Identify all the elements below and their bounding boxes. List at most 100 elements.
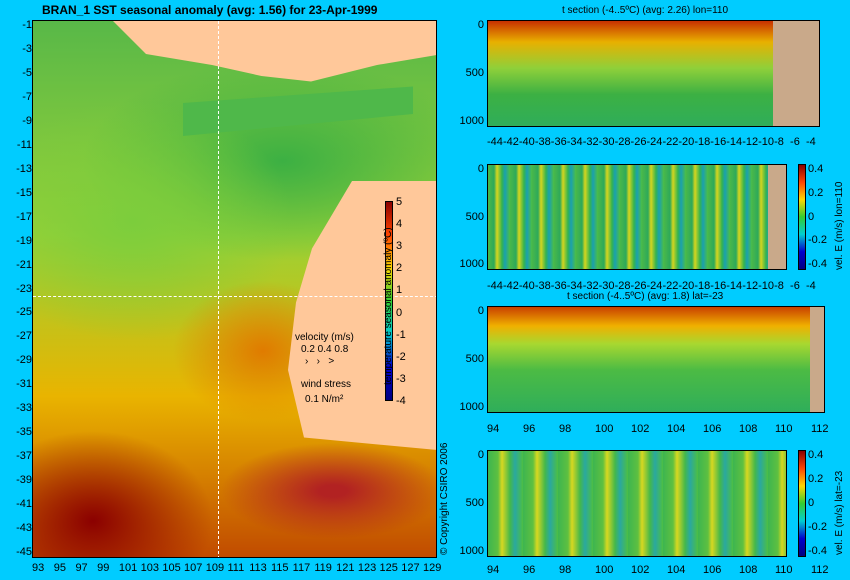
- p1-x-tick: -12: [742, 136, 759, 148]
- lat-tick: -35: [16, 426, 32, 439]
- p3-x-tick: 112: [811, 423, 829, 435]
- p1-x-tick: -38: [534, 136, 551, 148]
- lat-tick: -23: [16, 282, 32, 295]
- panel2-section[interactable]: [487, 164, 787, 270]
- p2-x-tick: -10: [758, 280, 775, 292]
- p4-depth-tick: 500: [465, 497, 484, 509]
- p2-x-tick: -36: [550, 280, 567, 292]
- lat-tick: -41: [16, 498, 32, 511]
- lon-tick: 129: [423, 562, 442, 574]
- p2-cbar-tick: -0.4: [808, 258, 827, 270]
- lon-tick: 95: [53, 562, 66, 574]
- lat-tick: -1: [22, 19, 32, 31]
- p4-cbar-tick: -0.2: [808, 521, 827, 533]
- panel2-xaxis: -44 -42 -40 -38 -36 -34 -32 -30 -28 -26 -24 -22 -20-…: [487, 281, 820, 293]
- p1-x-tick: -32: [582, 136, 599, 148]
- p4-x-tick: 94: [487, 564, 500, 576]
- p1-depth-tick: 500: [465, 67, 484, 79]
- p1-x-tick: -16: [710, 136, 727, 148]
- copyright: © Copyright CSIRO 2006: [439, 442, 450, 555]
- p3-x-tick: 106: [703, 423, 722, 435]
- p2-x-tick: -26: [630, 280, 647, 292]
- lat-tick: -45: [16, 546, 32, 558]
- velocity-arrows: › › >: [305, 356, 335, 367]
- lat-tick: -27: [16, 330, 32, 343]
- wind-label: wind stress: [301, 379, 352, 390]
- p2-x-tick: -18: [694, 280, 711, 292]
- p2-x-tick: -20: [678, 280, 695, 292]
- p2-x-tick: -4: [806, 280, 816, 292]
- p4-x-tick: 100: [595, 564, 614, 576]
- p1-depth-tick: 0: [477, 19, 484, 31]
- p2-x-tick: -12: [742, 280, 759, 292]
- p1-x-tick: -22: [662, 136, 679, 148]
- lat-tick: -7: [22, 90, 32, 103]
- lon-tick: 113: [249, 562, 267, 574]
- p3-x-tick: 104: [667, 423, 686, 435]
- crosshair-horizontal: [33, 296, 436, 297]
- lon-tick: 119: [314, 562, 332, 574]
- p1-depth-tick: 1000: [459, 115, 484, 127]
- p4-depth-tick: 1000: [459, 545, 484, 557]
- lat-tick: -3: [22, 42, 32, 55]
- colorbar-tick: 5: [396, 196, 403, 208]
- lon-tick: 101: [118, 562, 138, 574]
- p4-x-tick: 104: [667, 564, 686, 576]
- lat-tick: -39: [16, 474, 32, 487]
- p1-x-tick: -40: [518, 136, 535, 148]
- colorbar-label: temperature seasonal anomaly (ºC): [383, 227, 394, 385]
- p4-cbar-tick: -0.4: [808, 545, 827, 557]
- panel2-colorbar: [798, 164, 806, 270]
- panel3-section[interactable]: [487, 306, 825, 413]
- crosshair-vertical: [218, 21, 219, 557]
- panel4-cbar-label: vel. E (m/s) lat=-23: [834, 470, 845, 555]
- lon-axis: 93 95 97 99 101 103 105 107 109 111 113 115 117 119 12…: [32, 562, 441, 577]
- lon-tick: 121: [336, 562, 355, 574]
- lat-axis: -1 -3 -5 -7 -9 -11 -13 -15 -17 -19 -21 -23 -25 -27 -29…: [2, 20, 32, 558]
- panel1-section[interactable]: [487, 20, 820, 127]
- lat-tick: -25: [16, 306, 32, 319]
- panel4-colorbar: [798, 450, 806, 557]
- sst-map[interactable]: velocity (m/s) 0.2 0.4 0.8 › › > wind st…: [32, 20, 437, 558]
- lon-tick: 123: [357, 562, 377, 574]
- p3-depth-tick: 1000: [459, 401, 484, 413]
- panel3-title: t section (-4..5ºC) (avg: 1.8) lat=-23: [567, 291, 724, 302]
- panel1-xaxis: -44 -42 -40 -38 -36 -34 -32 -30 -28 -26 -24 -22 -20-…: [487, 137, 820, 149]
- p4-x-tick: 110: [775, 564, 793, 576]
- colorbar-tick: 2: [396, 262, 403, 275]
- p1-x-tick: -34: [566, 136, 583, 148]
- lon-tick: 117: [292, 562, 311, 574]
- p4-cbar-tick: 0: [808, 497, 815, 509]
- p4-depth-tick: 0: [477, 449, 484, 461]
- p3-depth-tick: 0: [477, 305, 484, 317]
- p3-x-tick: 98: [559, 423, 572, 435]
- colorbar-tick: 4: [396, 218, 403, 231]
- p2-x-tick: -40: [518, 280, 535, 292]
- p3-x-tick: 108: [739, 423, 758, 435]
- p2-x-tick: -44: [487, 280, 503, 292]
- lon-tick: 93: [32, 562, 45, 574]
- p2-x-tick: -28: [614, 280, 631, 292]
- lat-tick: -29: [16, 354, 32, 367]
- panel3-xaxis: 94 96 98 100 102 104 106 108 110 112: [487, 423, 829, 436]
- panel1-title: t section (-4..5ºC) (avg: 2.26) lon=110: [562, 5, 729, 16]
- p2-x-tick: -34: [566, 280, 583, 292]
- lon-tick: 127: [401, 562, 420, 574]
- colorbar-tick: -2: [396, 350, 406, 363]
- lat-tick: -33: [16, 402, 32, 415]
- panel4-xaxis: 94 96 98 100 102 104 106 108 110 112: [487, 564, 829, 577]
- p3-x-tick: 100: [595, 423, 614, 435]
- p1-x-tick: -10: [758, 136, 775, 148]
- panel4-colorbar-ticks: 0.4 0.2 0 -0.2 -0.4: [808, 450, 830, 557]
- p2-depth-tick: 500: [465, 210, 484, 223]
- lon-tick: 99: [97, 562, 110, 574]
- p2-x-tick: -8: [774, 280, 784, 292]
- p4-x-tick: 98: [559, 564, 572, 576]
- lat-tick: -19: [16, 234, 32, 247]
- p4-x-tick: 106: [703, 564, 722, 576]
- panel4-section[interactable]: [487, 450, 787, 557]
- p1-x-tick: -44: [487, 136, 503, 148]
- p2-x-tick: -42: [502, 280, 519, 292]
- p1-x-tick: -18: [694, 136, 711, 148]
- p1-x-tick: -6: [790, 136, 800, 148]
